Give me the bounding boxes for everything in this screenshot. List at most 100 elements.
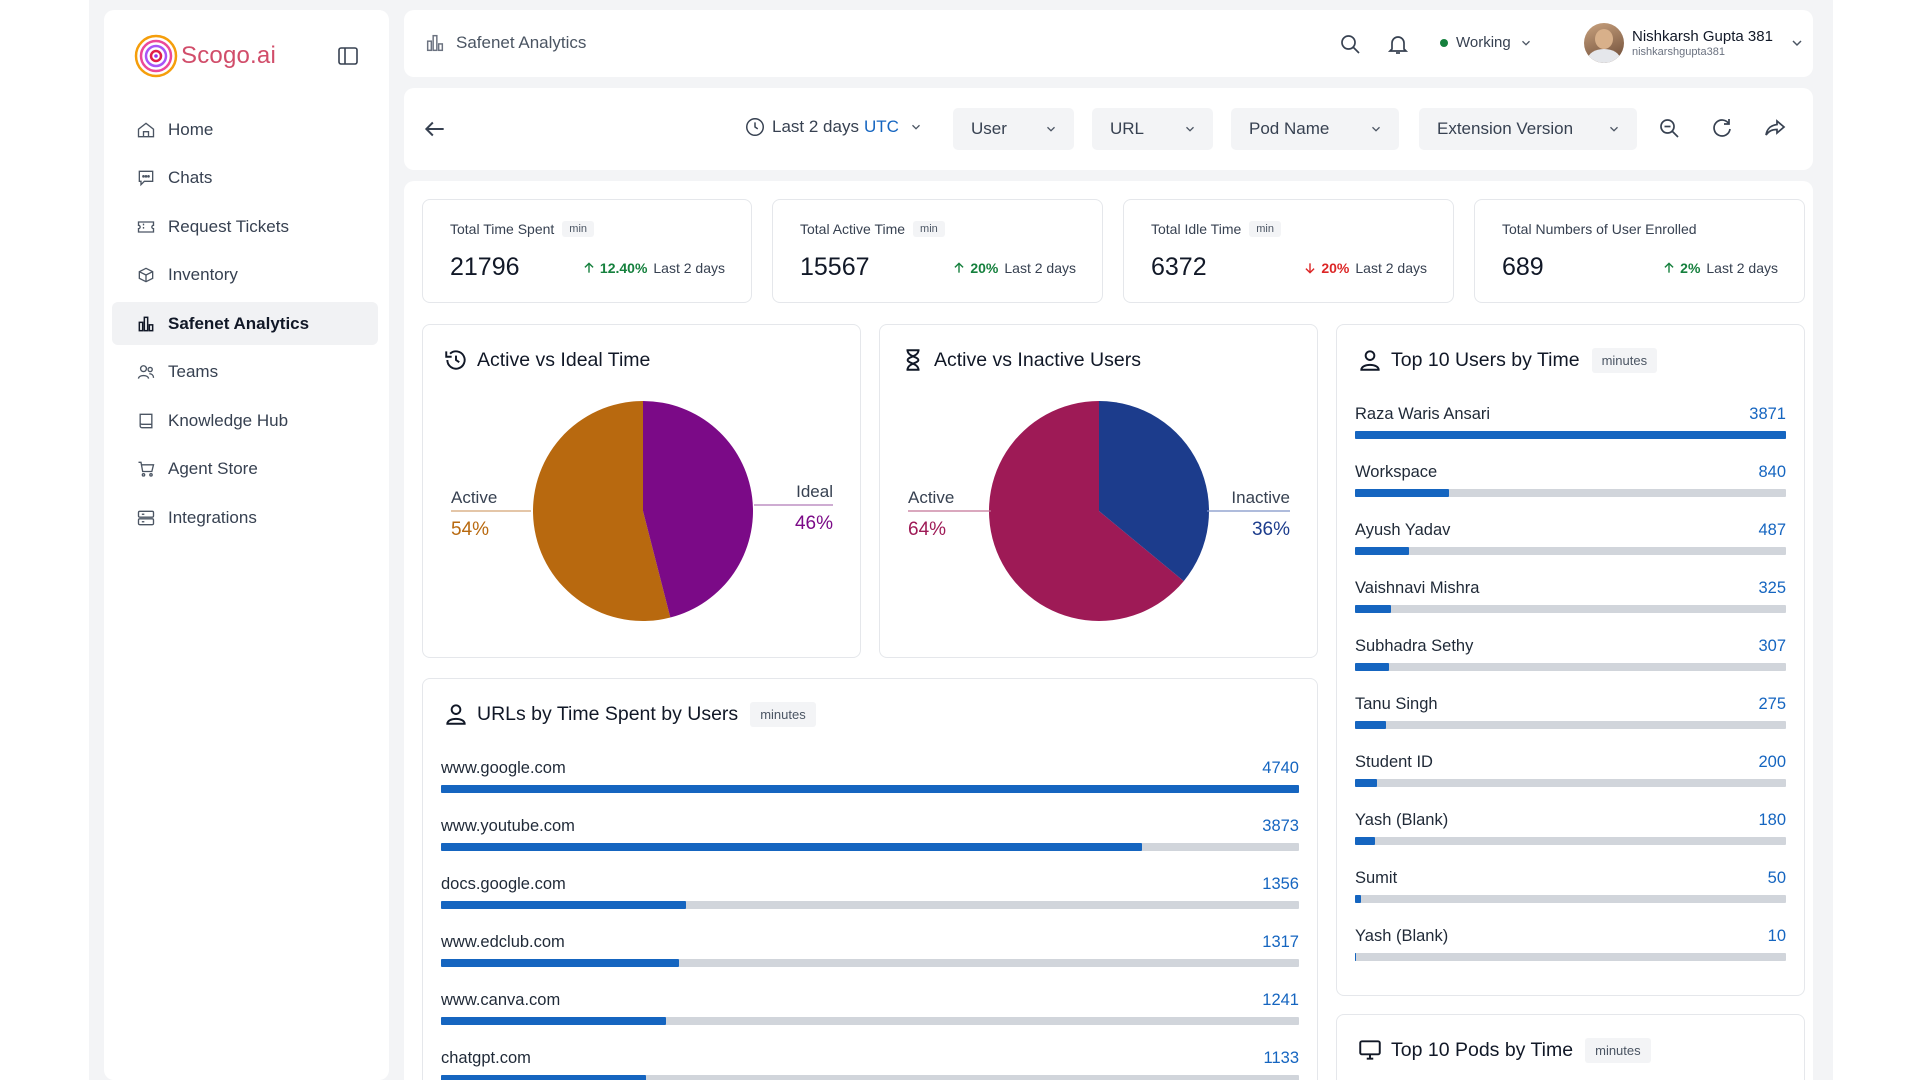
- sidebar-item-home[interactable]: Home: [112, 108, 378, 151]
- sidebar-item-inventory[interactable]: Inventory: [112, 254, 378, 297]
- bar-fill: [1355, 431, 1786, 439]
- ticket-icon: [137, 220, 155, 233]
- card-title-text: Active vs Inactive Users: [934, 348, 1141, 371]
- pie-pct-inactive: 36%: [1252, 519, 1290, 540]
- bar-label: www.edclub.com: [441, 933, 565, 951]
- bar-value: 1356: [1262, 875, 1299, 893]
- sidebar-item-request-tickets[interactable]: Request Tickets: [112, 205, 378, 248]
- status-text: Working: [1456, 34, 1511, 51]
- bar-value: 275: [1758, 695, 1786, 713]
- sidebar-item-label: Teams: [168, 362, 219, 381]
- stat-change: 20% Last 2 days: [1303, 260, 1427, 276]
- integrations-icon: [137, 510, 155, 525]
- teams-icon: [137, 365, 155, 379]
- time-range-filter[interactable]: Last 2 days UTC: [744, 116, 923, 138]
- card-title-text: URLs by Time Spent by Users: [477, 702, 739, 725]
- stat-change: 20% Last 2 days: [952, 260, 1076, 276]
- bar-track: [1355, 779, 1786, 787]
- bar-row: Student ID 200: [1355, 753, 1786, 811]
- bar-row: Sumit 50: [1355, 869, 1786, 927]
- page-title: Safenet Analytics: [424, 32, 586, 54]
- user-icon: [1360, 350, 1380, 371]
- dropdown-label: URL: [1110, 119, 1145, 138]
- bar-track: [441, 959, 1299, 967]
- active-vs-inactive-card: Active vs Inactive Users Active 64% Inac…: [879, 324, 1318, 658]
- search-icon[interactable]: [1338, 32, 1362, 56]
- active-vs-inactive-pie: Active 64% Inactive 36%: [908, 401, 1290, 621]
- bar-value: 4740: [1262, 759, 1299, 777]
- pie-slice-active[interactable]: [532, 401, 671, 621]
- sidebar-item-label: Knowledge Hub: [168, 410, 289, 430]
- sidebar-item-label: Safenet Analytics: [168, 313, 310, 333]
- url-filter-dropdown[interactable]: URL: [1092, 108, 1213, 150]
- status-dropdown[interactable]: Working: [1440, 34, 1533, 51]
- dropdown-label: Extension Version: [1437, 119, 1574, 138]
- bar-value: 200: [1758, 753, 1786, 771]
- sidebar-item-safenet-analytics[interactable]: Safenet Analytics: [112, 302, 378, 345]
- sidebar-item-chats[interactable]: Chats: [112, 157, 378, 200]
- card-title: Active vs Ideal Time: [443, 347, 650, 373]
- refresh-icon[interactable]: [1710, 116, 1734, 140]
- pie-slice-ideal[interactable]: [643, 401, 753, 618]
- bar-row: Raza Waris Ansari 3871: [1355, 405, 1786, 463]
- user-menu[interactable]: Nishkarsh Gupta 381 nishkarshgupta381: [1584, 23, 1805, 63]
- stat-label: Total Numbers of User Enrolled: [1502, 221, 1697, 237]
- bar-track: [1355, 895, 1786, 903]
- back-arrow-icon[interactable]: [422, 116, 448, 142]
- bar-row: chatgpt.com 1133: [441, 1049, 1299, 1080]
- clock-icon: [746, 118, 764, 136]
- chevron-down-icon: [911, 124, 920, 130]
- bar-row: Workspace 840: [1355, 463, 1786, 521]
- zoom-out-icon[interactable]: [1657, 116, 1681, 140]
- user-filter-dropdown[interactable]: User: [953, 108, 1074, 150]
- page-title-text: Safenet Analytics: [456, 33, 587, 52]
- bar-value: 1133: [1263, 1049, 1299, 1067]
- sidebar-item-agent-store[interactable]: Agent Store: [112, 448, 378, 491]
- bar-fill: [441, 843, 1143, 851]
- pie-slice-active[interactable]: [989, 401, 1184, 621]
- bar-label: Student ID: [1355, 753, 1433, 771]
- bar-row: www.canva.com 1241: [441, 991, 1299, 1049]
- top-users-bar-list: Raza Waris Ansari 3871 Workspace 840 Ayush Y…: [1355, 405, 1786, 985]
- stat-value: 6372: [1151, 253, 1207, 281]
- share-icon[interactable]: [1763, 116, 1787, 140]
- stat-card-total-idle-time: Total Idle Time min 6372 20% Last 2 days: [1123, 199, 1454, 303]
- sidebar-nav: Home Chats Request Tickets Inventory Saf…: [112, 108, 378, 545]
- sidebar-item-label: Integrations: [168, 507, 257, 527]
- bar-label: Raza Waris Ansari: [1355, 405, 1491, 423]
- pod-name-filter-dropdown[interactable]: Pod Name: [1231, 108, 1399, 150]
- sidebar-item-knowledge-hub[interactable]: Knowledge Hub: [112, 399, 378, 442]
- stat-change: 2% Last 2 days: [1662, 260, 1778, 276]
- chevron-down-icon: [1372, 126, 1380, 132]
- pie-label-inactive: Inactive: [1231, 488, 1290, 507]
- stat-label-text: Total Active Time: [800, 221, 906, 237]
- stat-label-text: Total Idle Time: [1151, 221, 1242, 237]
- sidebar-item-label: Home: [168, 119, 214, 139]
- stat-card-total-time-spent: Total Time Spent min 21796 12.40% Last 2…: [422, 199, 752, 303]
- bar-row: docs.google.com 1356: [441, 875, 1299, 933]
- bar-track: [441, 1017, 1299, 1025]
- top-pods-card: Top 10 Pods by Time minutes: [1336, 1014, 1805, 1080]
- card-title: URLs by Time Spent by Users minutes: [443, 701, 816, 727]
- stat-card-total-active-time: Total Active Time min 15567 20% Last 2 d…: [772, 199, 1103, 303]
- urls-card: URLs by Time Spent by Users minutes www.…: [422, 678, 1318, 1080]
- bar-track: [1355, 489, 1786, 497]
- sidebar-toggle-icon[interactable]: [336, 44, 360, 68]
- sidebar-item-integrations[interactable]: Integrations: [112, 496, 378, 539]
- urls-bar-list: www.google.com 4740 www.youtube.com 3873 doc…: [441, 759, 1299, 1080]
- extension-version-filter-dropdown[interactable]: Extension Version: [1419, 108, 1637, 150]
- pie-slice-inactive[interactable]: [1099, 401, 1209, 582]
- pie-label-active: Active: [908, 488, 954, 507]
- bar-track: [1355, 953, 1786, 961]
- bar-track: [441, 901, 1299, 909]
- logo[interactable]: Scogo.ai: [134, 34, 276, 78]
- chevron-down-icon: [1186, 126, 1194, 132]
- sidebar-item-teams[interactable]: Teams: [112, 351, 378, 394]
- cart-icon: [138, 461, 155, 477]
- sidebar-item-label: Request Tickets: [168, 216, 289, 236]
- dashboard-content: Total Time Spent min 21796 12.40% Last 2…: [404, 181, 1813, 1080]
- bar-label: www.youtube.com: [441, 817, 575, 835]
- time-range-text: Last 2 days: [772, 117, 859, 136]
- bell-icon[interactable]: [1386, 32, 1410, 56]
- bar-value: 325: [1758, 579, 1786, 597]
